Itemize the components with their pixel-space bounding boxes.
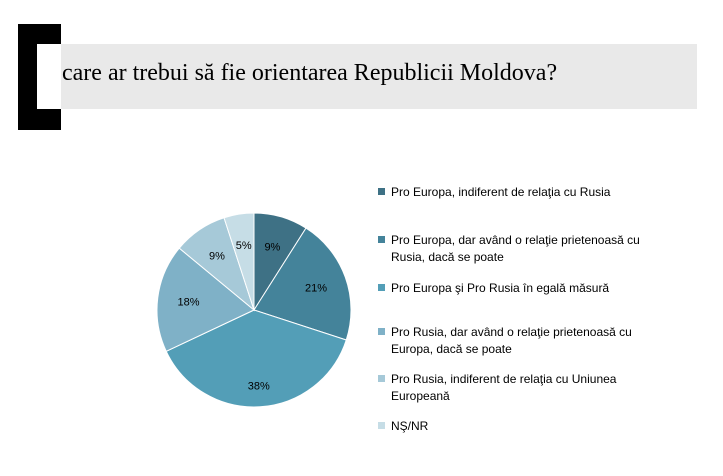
legend-item-5: Pro Rusia, indiferent de relaţia cu Uniu… [378,371,661,405]
pie-slice-6 [223,212,255,311]
legend-label: Pro Europa, dar având o relaţie prieteno… [391,233,640,264]
legend-item-6: NŞ/NR [378,418,661,435]
chart-title: care ar trebui să fie orientarea Republi… [62,60,558,86]
legend-swatch [378,328,385,335]
legend-swatch [378,236,385,243]
legend-label: Pro Rusia, indiferent de relaţia cu Uniu… [391,372,617,403]
pie-data-label-6: 5% [236,240,252,252]
legend-swatch [378,375,385,382]
legend-item-4: Pro Rusia, dar având o relaţie prietenoa… [378,324,661,358]
legend-label: Pro Europa, indiferent de relaţia cu Rus… [391,185,611,199]
pie-data-label-4: 18% [178,297,200,309]
legend-item-2: Pro Europa, dar având o relaţie prieteno… [378,232,661,266]
pie-slice-4 [156,247,255,352]
legend-swatch [378,422,385,429]
legend-label: NŞ/NR [391,419,429,433]
pie-data-label-2: 21% [305,283,327,295]
pie-slice-3 [165,309,347,408]
legend-label: Pro Europa şi Pro Rusia în egală măsură [391,281,610,295]
legend-swatch [378,188,385,195]
title-bracket-gap [37,44,61,109]
legend-swatch [378,284,385,291]
title-band [56,44,697,109]
pie-data-label-1: 9% [264,242,280,254]
pie-slice-2 [253,227,352,341]
legend-item-3: Pro Europa şi Pro Rusia în egală măsură [378,280,661,297]
pie-data-label-5: 9% [209,250,225,262]
pie-data-label-3: 38% [248,381,270,393]
legend-label: Pro Rusia, dar având o relaţie prietenoa… [391,325,632,356]
legend-item-1: Pro Europa, indiferent de relaţia cu Rus… [378,184,661,201]
